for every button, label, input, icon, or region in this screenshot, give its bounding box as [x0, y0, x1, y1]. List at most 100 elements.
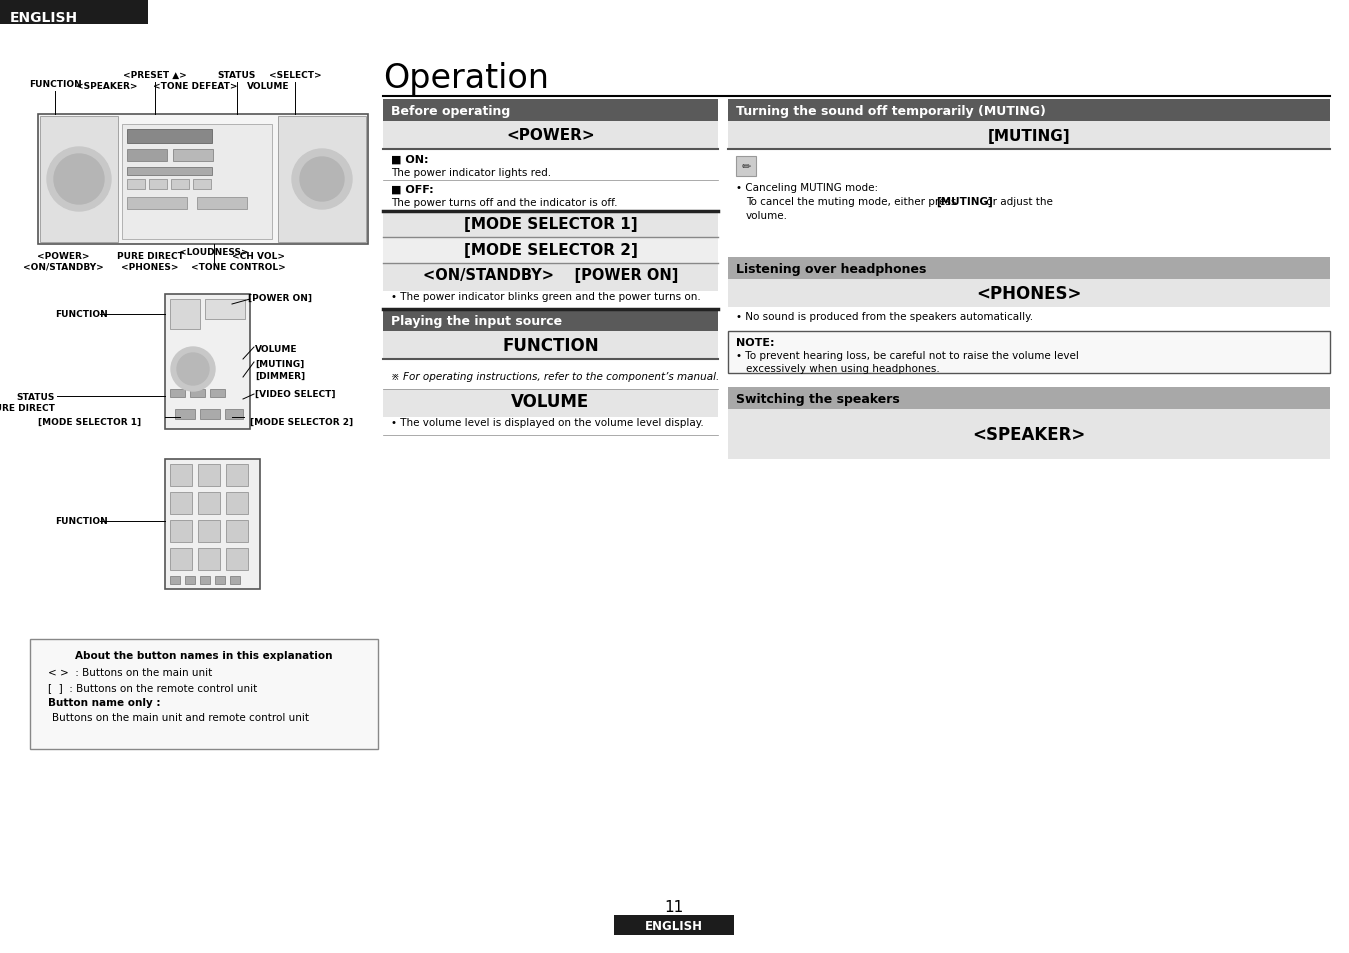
Text: [VIDEO SELECT]: [VIDEO SELECT] [255, 390, 336, 398]
Text: <SPEAKER>: <SPEAKER> [973, 426, 1086, 443]
Bar [40, 117, 117, 243]
Text: To cancel the muting mode, either press: To cancel the muting mode, either press [746, 196, 959, 207]
Bar [383, 264, 718, 292]
Text: STATUS: STATUS [217, 71, 256, 80]
Text: FUNCTION: FUNCTION [55, 310, 108, 318]
Bar [383, 212, 718, 237]
Text: [DIMMER]: [DIMMER] [255, 372, 305, 380]
Text: [MODE SELECTOR 1]: [MODE SELECTOR 1] [464, 217, 637, 233]
Text: The power indicator lights red.: The power indicator lights red. [391, 168, 552, 178]
Bar [278, 117, 366, 243]
Bar [190, 390, 205, 397]
Text: Operation: Operation [383, 62, 549, 95]
Text: • No sound is produced from the speakers automatically.: • No sound is produced from the speakers… [737, 312, 1033, 322]
Bar [170, 577, 179, 584]
Bar [127, 150, 167, 162]
Bar [193, 180, 210, 190]
Bar [728, 388, 1330, 410]
Bar [383, 237, 718, 264]
Text: VOLUME: VOLUME [247, 82, 289, 91]
Text: Switching the speakers: Switching the speakers [737, 393, 900, 406]
Bar [200, 577, 210, 584]
Text: [MODE SELECTOR 2]: [MODE SELECTOR 2] [464, 243, 638, 258]
Bar [127, 168, 212, 175]
Bar [173, 150, 213, 162]
Bar [127, 198, 188, 210]
Text: ■ OFF:: ■ OFF: [391, 185, 433, 194]
Bar [383, 332, 718, 359]
Bar [227, 548, 248, 571]
Bar [121, 125, 272, 240]
Text: [MUTING]: [MUTING] [936, 196, 993, 207]
Bar [198, 493, 220, 515]
Text: <SELECT>: <SELECT> [268, 71, 321, 80]
Bar [170, 548, 192, 571]
Bar [170, 493, 192, 515]
Text: [MODE SELECTOR 1]: [MODE SELECTOR 1] [38, 417, 142, 427]
Text: <SPEAKER>: <SPEAKER> [77, 82, 138, 91]
Text: <ON/STANDBY>    [POWER ON]: <ON/STANDBY> [POWER ON] [422, 268, 679, 283]
Bar [175, 410, 196, 419]
Bar [383, 122, 718, 150]
Bar [30, 639, 378, 749]
Bar [214, 577, 225, 584]
Bar [165, 459, 260, 589]
Bar [737, 157, 755, 177]
Bar [614, 915, 734, 935]
Text: <TONE DEFEAT>: <TONE DEFEAT> [152, 82, 237, 91]
Bar [229, 577, 240, 584]
Text: Listening over headphones: Listening over headphones [737, 263, 927, 276]
Bar [198, 520, 220, 542]
Text: <CH VOL>: <CH VOL> [232, 252, 285, 261]
Text: Turning the sound off temporarily (MUTING): Turning the sound off temporarily (MUTIN… [737, 106, 1045, 118]
Text: [MODE SELECTOR 2]: [MODE SELECTOR 2] [250, 417, 353, 427]
Circle shape [171, 348, 214, 392]
Bar [0, 0, 148, 25]
Text: or adjust the: or adjust the [983, 196, 1052, 207]
Text: <ON/STANDBY>: <ON/STANDBY> [23, 263, 104, 272]
Bar [165, 294, 250, 430]
Bar [383, 310, 718, 332]
Bar [728, 280, 1330, 308]
Bar [200, 410, 220, 419]
Text: The power turns off and the indicator is off.: The power turns off and the indicator is… [391, 198, 618, 208]
Text: About the button names in this explanation: About the button names in this explanati… [76, 650, 333, 660]
Text: [MUTING]: [MUTING] [255, 359, 305, 369]
Bar [198, 464, 220, 486]
Bar [225, 410, 243, 419]
Text: ✏: ✏ [742, 162, 750, 172]
Circle shape [54, 154, 104, 205]
Bar [728, 100, 1330, 122]
Circle shape [177, 354, 209, 386]
Text: PURE DIRECT: PURE DIRECT [0, 403, 55, 413]
Text: ■ ON:: ■ ON: [391, 154, 429, 165]
Bar [227, 520, 248, 542]
Text: [MUTING]: [MUTING] [987, 129, 1070, 143]
Bar [185, 577, 196, 584]
Text: NOTE:: NOTE: [737, 337, 774, 348]
Bar [728, 410, 1330, 459]
Text: <PHONES>: <PHONES> [121, 263, 179, 272]
Text: <POWER>: <POWER> [506, 129, 595, 143]
Text: FUNCTION: FUNCTION [502, 336, 599, 355]
Text: Buttons on the main unit and remote control unit: Buttons on the main unit and remote cont… [53, 712, 309, 722]
Text: Before operating: Before operating [391, 106, 510, 118]
Text: • The power indicator blinks green and the power turns on.: • The power indicator blinks green and t… [391, 292, 700, 302]
Bar [198, 548, 220, 571]
Bar [383, 390, 718, 417]
Text: ENGLISH: ENGLISH [9, 11, 78, 25]
Circle shape [47, 148, 111, 212]
Bar [127, 180, 144, 190]
Text: volume.: volume. [746, 211, 788, 221]
Text: • To prevent hearing loss, be careful not to raise the volume level: • To prevent hearing loss, be careful no… [737, 351, 1079, 360]
Text: FUNCTION: FUNCTION [28, 80, 81, 89]
Bar [227, 464, 248, 486]
Text: STATUS: STATUS [16, 393, 55, 401]
Text: 11: 11 [664, 899, 684, 914]
Bar [227, 493, 248, 515]
Bar [205, 299, 246, 319]
Bar [38, 115, 368, 245]
Text: [POWER ON]: [POWER ON] [248, 294, 312, 303]
Bar [148, 180, 167, 190]
Text: [  ]  : Buttons on the remote control unit: [ ] : Buttons on the remote control unit [49, 682, 258, 692]
